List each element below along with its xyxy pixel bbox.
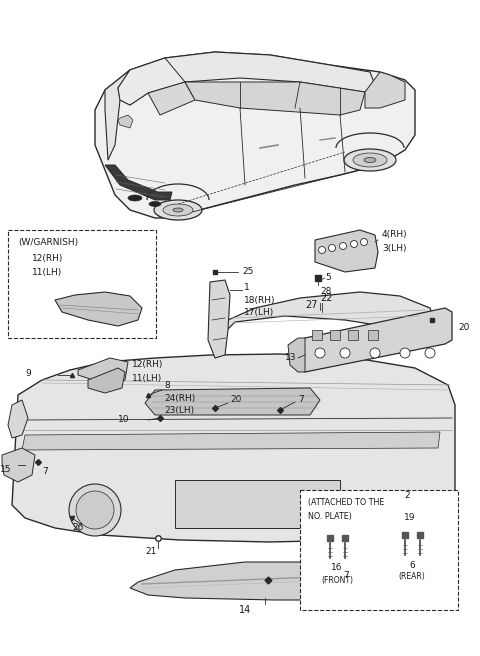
Circle shape [76, 491, 114, 529]
Text: 21: 21 [145, 548, 156, 556]
Circle shape [370, 348, 380, 358]
Polygon shape [365, 72, 405, 108]
Circle shape [328, 245, 336, 251]
Text: 20: 20 [230, 396, 241, 405]
Circle shape [425, 348, 435, 358]
Polygon shape [315, 230, 378, 272]
Text: 23(LH): 23(LH) [164, 405, 194, 415]
Bar [175, 480, 340, 528]
Text: 4(RH): 4(RH) [382, 230, 408, 239]
Polygon shape [225, 292, 435, 335]
Text: 1: 1 [244, 283, 250, 291]
Ellipse shape [344, 149, 396, 171]
Polygon shape [148, 82, 195, 115]
Circle shape [69, 484, 121, 536]
Text: 7: 7 [298, 396, 304, 405]
Bar [330, 330, 340, 340]
Circle shape [340, 348, 350, 358]
Polygon shape [55, 292, 142, 326]
Text: 2: 2 [404, 491, 409, 501]
Polygon shape [185, 82, 365, 115]
Polygon shape [105, 70, 130, 160]
Polygon shape [8, 400, 28, 438]
Polygon shape [118, 52, 375, 105]
Text: 11(LH): 11(LH) [32, 268, 62, 276]
Ellipse shape [128, 195, 142, 201]
Text: (ATTACHED TO THE: (ATTACHED TO THE [308, 499, 384, 508]
Circle shape [315, 348, 325, 358]
Ellipse shape [364, 157, 376, 163]
Ellipse shape [154, 200, 202, 220]
Text: 10: 10 [118, 415, 130, 424]
Polygon shape [2, 448, 35, 482]
Text: (REAR): (REAR) [398, 573, 425, 581]
Text: 24(RH): 24(RH) [164, 394, 195, 403]
Text: 9: 9 [25, 369, 31, 379]
Text: 12(RH): 12(RH) [32, 253, 63, 262]
Polygon shape [78, 358, 128, 385]
Text: 7: 7 [42, 468, 48, 476]
Circle shape [319, 247, 325, 253]
Polygon shape [118, 58, 185, 105]
Ellipse shape [173, 208, 183, 212]
Text: 11(LH): 11(LH) [132, 373, 162, 382]
Polygon shape [12, 354, 455, 542]
Ellipse shape [353, 153, 387, 167]
Text: 25: 25 [242, 268, 253, 276]
Text: (FRONT): (FRONT) [321, 575, 353, 584]
Text: 19: 19 [404, 514, 416, 522]
Text: 14: 14 [239, 605, 251, 615]
FancyBboxPatch shape [300, 490, 458, 610]
Text: 3(LH): 3(LH) [382, 243, 407, 253]
Text: 26: 26 [72, 523, 84, 533]
Polygon shape [118, 115, 133, 128]
Polygon shape [208, 280, 230, 358]
Polygon shape [22, 432, 440, 450]
Text: 22: 22 [320, 293, 333, 303]
Bar [348, 330, 358, 340]
Text: 6: 6 [409, 560, 415, 569]
Polygon shape [130, 562, 395, 600]
Text: (W/GARNISH): (W/GARNISH) [18, 237, 78, 247]
Text: 5: 5 [325, 274, 331, 283]
Text: 17(LH): 17(LH) [244, 308, 274, 318]
Ellipse shape [149, 201, 161, 207]
Circle shape [339, 243, 347, 249]
Polygon shape [288, 338, 305, 372]
Text: 7: 7 [343, 571, 349, 581]
Polygon shape [88, 368, 125, 393]
Text: 20: 20 [458, 323, 469, 333]
Polygon shape [95, 52, 415, 218]
Bar [368, 330, 378, 340]
Circle shape [360, 239, 368, 245]
Circle shape [400, 348, 410, 358]
Text: 13: 13 [285, 354, 296, 363]
Circle shape [350, 241, 358, 247]
Text: 12(RH): 12(RH) [132, 361, 163, 369]
Text: NO. PLATE): NO. PLATE) [308, 512, 352, 520]
Text: 27: 27 [305, 300, 317, 310]
Text: 8: 8 [164, 382, 170, 390]
Text: 28: 28 [320, 287, 331, 297]
Text: 16: 16 [331, 564, 343, 573]
Ellipse shape [163, 204, 193, 216]
Text: 18(RH): 18(RH) [244, 295, 276, 304]
Bar [312, 330, 322, 340]
Polygon shape [105, 165, 172, 200]
Polygon shape [145, 388, 320, 415]
Text: 15: 15 [0, 465, 12, 474]
Polygon shape [298, 308, 452, 372]
